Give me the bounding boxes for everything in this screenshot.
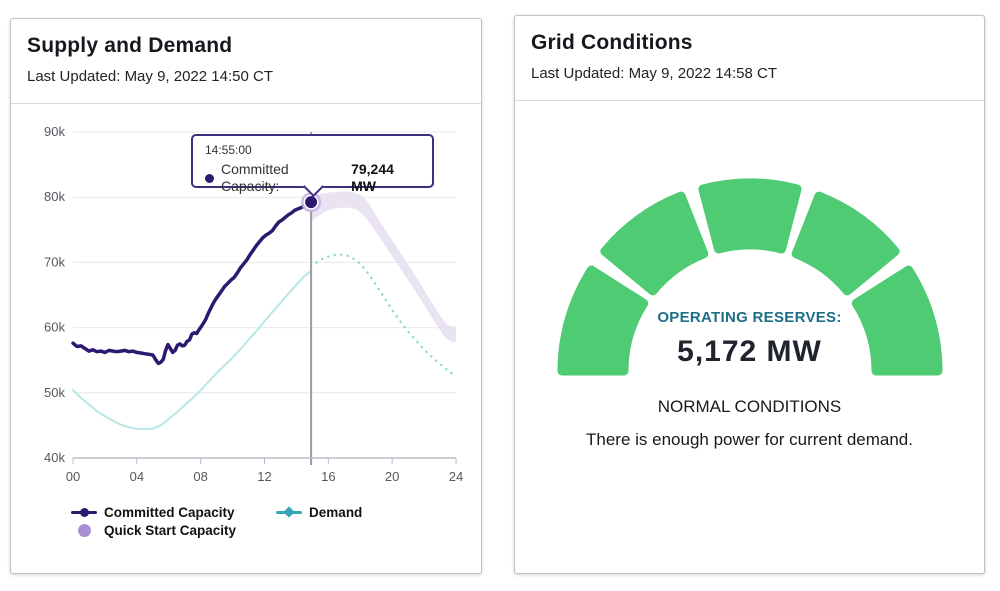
x-tick-label: 08 — [193, 469, 207, 484]
y-tick-label: 60k — [44, 320, 65, 335]
supply-demand-header: Supply and Demand Last Updated: May 9, 2… — [11, 19, 481, 104]
legend-label: Quick Start Capacity — [104, 522, 237, 538]
grid-conditions-last-updated: Last Updated: May 9, 2022 14:58 CT — [531, 65, 777, 82]
supply-demand-card: Supply and Demand Last Updated: May 9, 2… — [10, 18, 482, 574]
tooltip-value: 79,244 MW — [351, 161, 394, 194]
legend-label: Committed Capacity — [104, 504, 235, 520]
committed-capacity-marker-icon — [71, 505, 97, 519]
series-demand — [72, 269, 313, 431]
tooltip-series-dot — [205, 173, 214, 183]
gauge-segment — [851, 265, 943, 376]
y-tick-label: 40k — [44, 450, 65, 465]
gauge-segment — [557, 265, 649, 376]
marker-core — [305, 196, 318, 209]
legend-item-committed-capacity[interactable]: Committed Capacity — [71, 504, 236, 520]
demand-marker-icon — [276, 505, 303, 519]
grid-conditions-card: Grid Conditions Last Updated: May 9, 202… — [514, 15, 985, 574]
y-tick-label: 90k — [44, 124, 65, 139]
supply-demand-last-updated: Last Updated: May 9, 2022 14:50 CT — [27, 68, 273, 85]
x-tick-label: 04 — [130, 469, 144, 484]
legend-item-quick-start-capacity[interactable]: Quick Start Capacity — [71, 522, 236, 538]
tooltip-series-label: Committed Capacity: — [221, 161, 289, 194]
chart-tooltip: 14:55:00 Committed Capacity: 79,244 MW — [191, 134, 434, 198]
legend-column-1: Committed Capacity Quick Start Capacity — [71, 504, 236, 540]
grid-conditions-title: Grid Conditions — [531, 31, 693, 54]
tooltip-time: 14:55:00 — [205, 143, 252, 157]
gauge-segment — [698, 178, 802, 254]
x-tick-label: 12 — [257, 469, 271, 484]
grid-status: NORMAL CONDITIONS — [657, 397, 842, 416]
x-tick-label: 16 — [321, 469, 335, 484]
quick-start-capacity-band — [311, 191, 456, 343]
tooltip-row: Committed Capacity: 79,244 MW — [205, 161, 420, 195]
y-tick-label: 50k — [44, 385, 65, 400]
gauge-text-block: OPERATING RESERVES: 5,172 MW NORMAL COND… — [515, 309, 984, 450]
operating-reserves-gauge — [557, 178, 943, 376]
legend-column-2: Demand — [276, 504, 362, 540]
supply-demand-title: Supply and Demand — [27, 34, 233, 57]
operating-reserves-value: 5,172 MW — [677, 335, 822, 368]
series-demand-forecast — [309, 253, 458, 378]
operating-reserves-label: OPERATING RESERVES: — [657, 309, 842, 326]
x-tick-label: 20 — [385, 469, 399, 484]
x-tick-label: 00 — [66, 469, 80, 484]
legend-item-demand[interactable]: Demand — [276, 504, 362, 520]
y-tick-label: 80k — [44, 189, 65, 204]
legend-label: Demand — [309, 504, 363, 520]
chart-legend: Committed Capacity Quick Start Capacity … — [71, 504, 362, 540]
gauge-segment — [791, 191, 900, 296]
x-tick-label: 24 — [449, 469, 463, 484]
y-tick-label: 70k — [44, 254, 65, 269]
quick-start-capacity-marker-icon — [71, 523, 97, 537]
gauge-segment — [600, 191, 709, 296]
series-committed-capacity — [71, 200, 313, 366]
grid-status-message: There is enough power for current demand… — [586, 430, 913, 449]
grid-conditions-header: Grid Conditions Last Updated: May 9, 202… — [515, 16, 984, 101]
